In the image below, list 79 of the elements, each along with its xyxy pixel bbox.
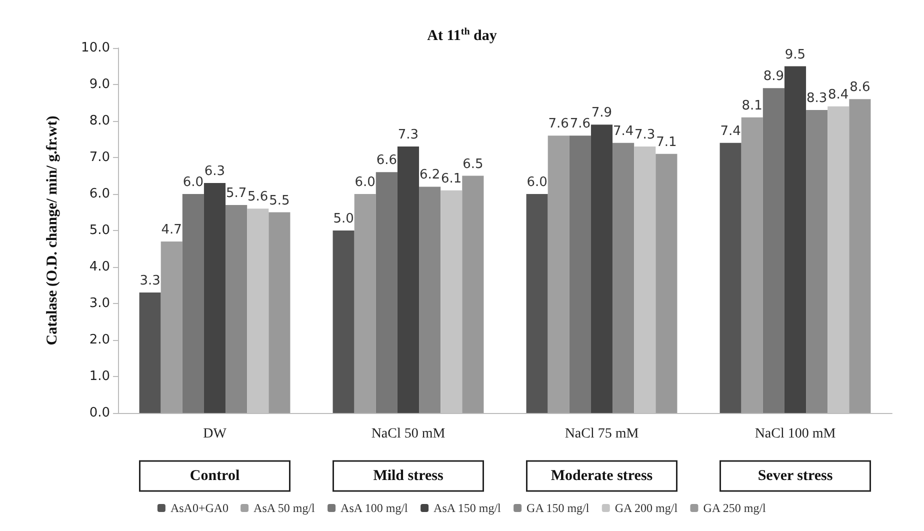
data-label: 7.3 <box>634 128 656 143</box>
bar <box>268 212 290 413</box>
data-label: 3.3 <box>140 274 160 289</box>
bar <box>419 186 441 413</box>
bar <box>656 154 678 413</box>
y-tick-label: 0.0 <box>89 406 110 420</box>
data-label: 7.9 <box>591 106 612 121</box>
data-label: 6.0 <box>354 175 376 190</box>
bar <box>204 183 226 413</box>
bar <box>226 204 248 413</box>
y-axis-title: Catalase (O.D. change/ min/ g.fr.wt) <box>44 116 60 346</box>
x-tick-label: NaCl 50 mM <box>371 426 446 442</box>
data-label: 8.3 <box>806 91 828 106</box>
data-label: 6.1 <box>441 171 462 186</box>
text: Control <box>190 468 240 484</box>
x-tick-label: NaCl 75 mM <box>564 426 640 442</box>
data-label: 8.9 <box>763 69 784 84</box>
bar <box>762 88 784 413</box>
legend-label: AsA 50 mg/l <box>254 501 316 515</box>
legend-label: GA 250 mg/l <box>703 501 767 515</box>
text: Moderate stress <box>550 468 653 484</box>
data-label: 7.4 <box>720 124 741 139</box>
data-label: 4.7 <box>161 222 182 238</box>
x-tick-label: DW <box>203 426 228 442</box>
y-tick-label: 10.0 <box>81 40 110 56</box>
legend-label: GA 200 mg/l <box>614 501 678 515</box>
data-label: 5.7 <box>226 186 247 201</box>
bar <box>590 124 613 413</box>
bar <box>526 194 548 413</box>
bar <box>849 99 871 413</box>
y-tick-label: 6.0 <box>89 186 110 202</box>
data-label: 6.3 <box>204 164 226 180</box>
legend-label: AsA0+GA0 <box>170 501 229 515</box>
y-tick-label: 7.0 <box>89 150 110 165</box>
y-tick-label: 3.0 <box>89 296 110 311</box>
y-tick-label: 1.0 <box>89 369 110 384</box>
data-label: 5.6 <box>248 190 268 205</box>
data-label: 8.1 <box>742 98 762 114</box>
x-tick-label: NaCl 100 mM <box>754 426 836 442</box>
data-label: 6.0 <box>526 175 548 190</box>
y-tick-label: 5.0 <box>89 223 110 238</box>
bar <box>720 142 742 413</box>
data-label: 9.5 <box>784 47 806 62</box>
legend-label: AsA 100 mg/l <box>340 501 409 515</box>
legend-label: GA 150 mg/l <box>526 501 590 515</box>
bar <box>139 292 161 413</box>
bar <box>376 172 398 413</box>
data-label: 6.0 <box>182 175 204 190</box>
bar <box>612 142 634 413</box>
y-tick-label: 4.0 <box>89 260 110 274</box>
data-label: 6.5 <box>462 156 484 172</box>
data-label: 6.6 <box>376 153 398 168</box>
data-label: 6.2 <box>419 168 440 183</box>
y-tick-label: 2.0 <box>89 332 110 348</box>
text: Sever stress <box>758 468 833 484</box>
y-tick-label: 8.0 <box>89 114 110 128</box>
data-label: 8.4 <box>828 87 849 102</box>
data-label: 5.5 <box>269 193 290 208</box>
text: Mild stress <box>373 468 444 484</box>
bar <box>462 176 484 413</box>
data-label: 7.1 <box>656 134 677 150</box>
bar <box>741 117 763 413</box>
bar <box>332 230 354 413</box>
bar <box>569 136 591 413</box>
data-label: 7.6 <box>548 116 569 132</box>
bar <box>784 66 806 413</box>
data-label: 5.0 <box>333 212 354 226</box>
bar <box>806 110 828 413</box>
data-label: 7.3 <box>398 128 419 143</box>
legend-label: AsA 150 mg/l <box>434 501 502 515</box>
data-label: 7.4 <box>612 124 634 139</box>
bar <box>354 194 376 413</box>
y-tick-label: 9.0 <box>89 77 110 92</box>
data-label: 7.6 <box>570 116 591 132</box>
bar <box>548 136 570 413</box>
bar <box>160 241 182 413</box>
data-label: 8.6 <box>850 80 870 96</box>
bar <box>397 146 420 413</box>
bar <box>182 194 204 413</box>
